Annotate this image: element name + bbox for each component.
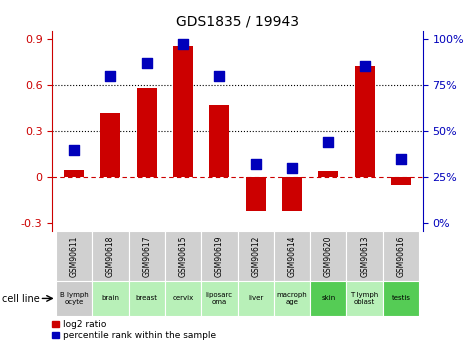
Text: GSM90616: GSM90616 <box>397 235 406 277</box>
Text: GSM90620: GSM90620 <box>324 235 333 277</box>
Text: skin: skin <box>321 295 335 302</box>
Text: liposarc
oma: liposarc oma <box>206 292 233 305</box>
Text: brain: brain <box>101 295 119 302</box>
Bar <box>274 231 310 281</box>
Bar <box>238 281 274 316</box>
Point <box>361 64 369 69</box>
Point <box>143 60 151 66</box>
Bar <box>310 231 346 281</box>
Point <box>216 73 223 78</box>
Bar <box>318 171 338 177</box>
Point <box>106 73 114 78</box>
Text: macroph
age: macroph age <box>276 292 307 305</box>
Bar <box>165 231 201 281</box>
Text: T lymph
oblast: T lymph oblast <box>351 292 379 305</box>
Bar <box>173 47 193 177</box>
Point <box>252 161 259 167</box>
Text: GSM90615: GSM90615 <box>179 235 188 277</box>
Bar <box>129 281 165 316</box>
Text: GSM90618: GSM90618 <box>106 236 115 277</box>
Bar <box>137 88 157 177</box>
Text: GSM90611: GSM90611 <box>69 236 78 277</box>
Bar <box>56 231 92 281</box>
Text: cell line: cell line <box>2 294 40 304</box>
Bar <box>246 177 266 211</box>
Bar <box>238 231 274 281</box>
Bar <box>383 231 419 281</box>
Bar <box>274 281 310 316</box>
Bar <box>100 112 120 177</box>
Text: cervix: cervix <box>172 295 194 302</box>
Bar <box>201 281 238 316</box>
Bar <box>282 177 302 211</box>
Bar <box>355 67 375 177</box>
Text: GSM90614: GSM90614 <box>287 235 296 277</box>
Text: B lymph
ocyte: B lymph ocyte <box>60 292 88 305</box>
Bar <box>209 105 229 177</box>
Text: breast: breast <box>136 295 158 302</box>
Bar <box>310 281 346 316</box>
Bar <box>129 231 165 281</box>
Title: GDS1835 / 19943: GDS1835 / 19943 <box>176 14 299 29</box>
Point <box>70 147 78 152</box>
Bar <box>92 281 129 316</box>
Bar <box>56 281 92 316</box>
Legend: log2 ratio, percentile rank within the sample: log2 ratio, percentile rank within the s… <box>52 320 216 341</box>
Text: GSM90612: GSM90612 <box>251 236 260 277</box>
Bar <box>383 281 419 316</box>
Text: GSM90613: GSM90613 <box>360 235 369 277</box>
Text: liver: liver <box>248 295 263 302</box>
Point <box>179 41 187 47</box>
Bar <box>165 281 201 316</box>
Bar <box>64 170 84 177</box>
Point <box>324 139 332 145</box>
Bar <box>391 177 411 185</box>
Text: testis: testis <box>391 295 410 302</box>
Point <box>288 165 296 171</box>
Bar <box>346 281 383 316</box>
Point <box>397 156 405 161</box>
Bar <box>346 231 383 281</box>
Bar <box>201 231 238 281</box>
Bar <box>92 231 129 281</box>
Text: GSM90617: GSM90617 <box>142 235 151 277</box>
Text: GSM90619: GSM90619 <box>215 235 224 277</box>
